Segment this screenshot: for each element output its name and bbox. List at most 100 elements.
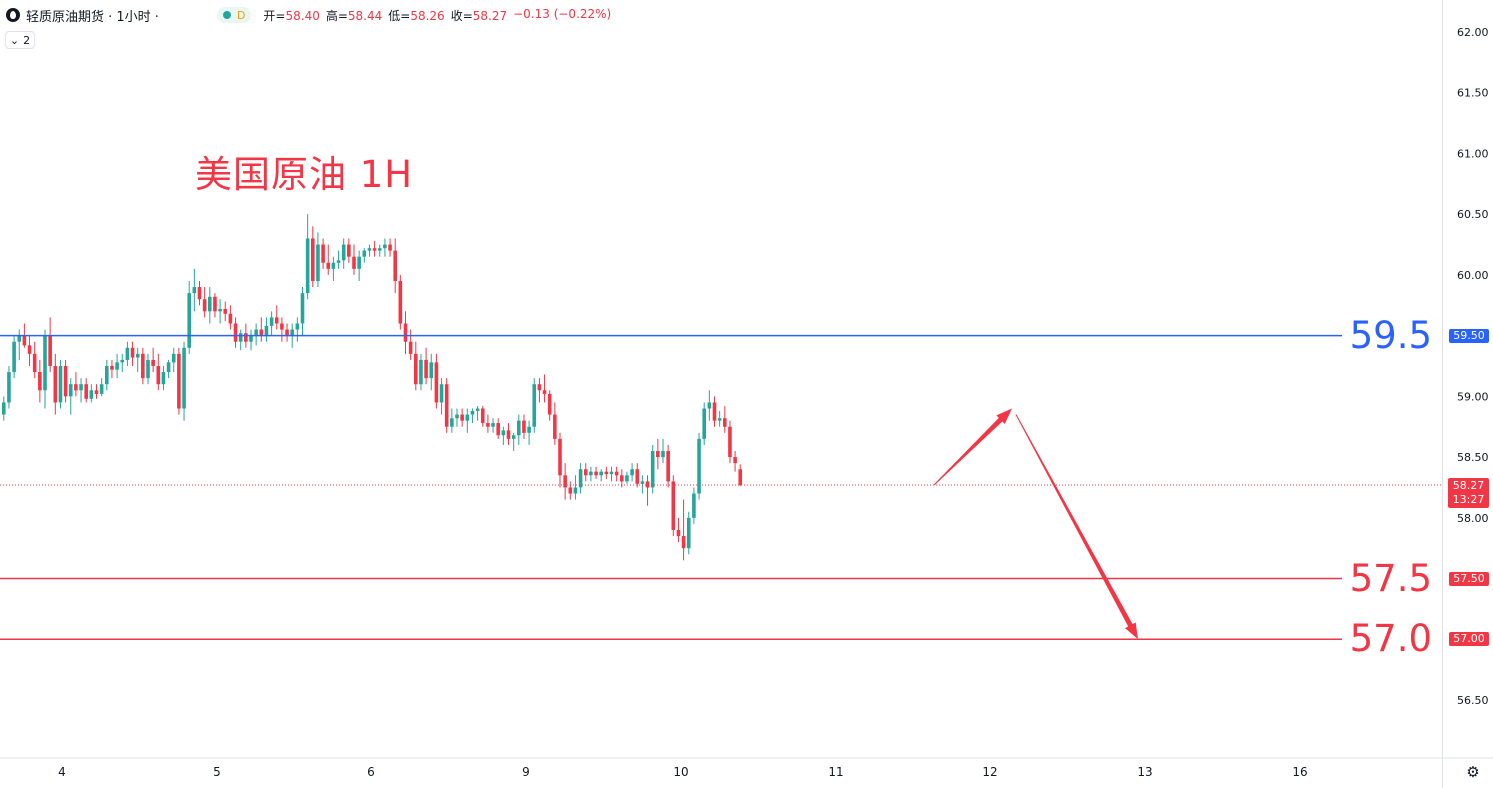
candle-body <box>604 471 609 475</box>
gear-icon[interactable]: ⚙ <box>1466 763 1480 781</box>
candle-body <box>32 353 37 373</box>
candle-body <box>388 244 392 251</box>
y-tick-label: 58.00 <box>1457 512 1489 525</box>
candle-body <box>341 244 346 261</box>
candle-body <box>434 362 439 403</box>
high-label: 高= <box>325 8 348 23</box>
candle-body <box>17 335 22 342</box>
candle-body <box>367 248 372 251</box>
candle-body <box>712 402 717 421</box>
low-label: 低= <box>388 8 411 23</box>
candle-body <box>542 390 547 394</box>
open-label: 开= <box>263 8 286 23</box>
candle-body <box>305 238 310 294</box>
candle-body <box>285 329 289 336</box>
candle-body <box>439 384 444 403</box>
candle-body <box>645 481 650 488</box>
candle-body <box>460 414 464 421</box>
x-tick-label: 12 <box>982 765 997 779</box>
candle-body <box>197 287 202 300</box>
candle-body <box>717 418 722 421</box>
candle-body <box>403 323 408 342</box>
candle-body <box>676 529 681 537</box>
candle-body <box>99 384 104 394</box>
x-tick-label: 9 <box>522 765 530 779</box>
candle-body <box>517 420 521 436</box>
x-tick-label: 10 <box>673 765 688 779</box>
candle-body <box>733 457 737 464</box>
candle-body <box>640 481 645 484</box>
change-value: −0.13 (−0.22%) <box>513 6 612 21</box>
candle-body <box>532 384 537 427</box>
candle-body <box>661 451 665 458</box>
candle-body <box>393 250 397 281</box>
candle-body <box>141 353 145 379</box>
down-arrow <box>1015 414 1138 640</box>
candle-body <box>578 469 583 488</box>
candle-body <box>264 325 269 336</box>
candle-body <box>429 362 434 379</box>
y-tick-label: 61.50 <box>1457 87 1489 100</box>
candle-body <box>455 414 459 419</box>
candle-body <box>553 414 557 439</box>
candle-body <box>218 308 222 312</box>
candle-body <box>491 423 495 427</box>
candle-body <box>192 287 197 294</box>
market-status[interactable]: D <box>216 7 252 23</box>
candle-body <box>501 430 506 436</box>
candle-body <box>666 451 670 482</box>
candle-body <box>702 408 706 439</box>
up-arrow <box>933 408 1012 486</box>
candle-body <box>254 329 258 336</box>
x-tick-label: 5 <box>213 765 221 779</box>
candle-body <box>357 256 361 269</box>
candle-body <box>620 475 624 482</box>
candle-body <box>223 308 228 314</box>
y-tick-label: 58.50 <box>1457 451 1489 464</box>
candle-body <box>161 372 166 385</box>
candle-body <box>547 393 552 415</box>
candle-body <box>2 402 6 415</box>
candle-body <box>650 451 655 488</box>
candle-body <box>506 430 511 439</box>
candle-body <box>599 471 603 476</box>
high-value: 58.44 <box>347 8 383 23</box>
candle-body <box>573 487 578 494</box>
candle-body <box>480 408 485 424</box>
symbol-legend: 轻质原油期货 · 1小时 · D 开=58.40 高=58.44 低=58.26… <box>6 5 611 25</box>
candle-body <box>228 313 233 324</box>
low-value: 58.26 <box>410 8 445 23</box>
candle-body <box>630 469 634 476</box>
chevron-down-icon: ⌄ <box>9 33 20 47</box>
candle-body <box>43 335 47 391</box>
candle-body <box>233 323 238 342</box>
candle-body <box>486 423 490 427</box>
level-tag-57-00: 57.00 <box>1449 632 1489 647</box>
candle-body <box>681 536 686 549</box>
candle-body <box>182 347 186 409</box>
candle-body <box>89 390 94 399</box>
candle-body <box>589 471 593 476</box>
forecast-arrows <box>933 408 1138 640</box>
candle-body <box>511 435 516 439</box>
x-tick-label: 13 <box>1137 765 1152 779</box>
candle-body <box>692 493 696 518</box>
candle-body <box>470 410 475 415</box>
candle-body <box>625 475 629 482</box>
candle-body <box>146 359 150 379</box>
indicators-collapse-button[interactable]: ⌄ 2 <box>5 31 35 49</box>
level-label-59-5: 59.5 <box>1349 313 1432 357</box>
candle-body <box>738 469 743 486</box>
candle-body <box>120 359 125 363</box>
candle-body <box>671 481 676 530</box>
indicator-count: 2 <box>23 33 31 47</box>
symbol-title[interactable]: 轻质原油期货 · 1小时 · <box>26 9 159 25</box>
candle-body <box>522 420 526 433</box>
candle-body <box>609 471 614 475</box>
candles-group <box>2 214 743 561</box>
candle-body <box>94 390 99 394</box>
candle-body <box>568 487 573 494</box>
candle-body <box>614 471 619 476</box>
